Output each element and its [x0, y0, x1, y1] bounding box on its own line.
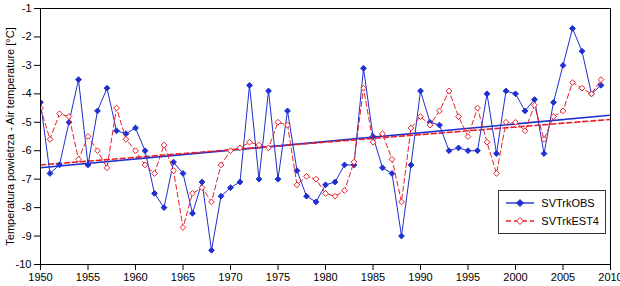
- svg-text:2010: 2010: [598, 271, 620, 283]
- svg-text:1970: 1970: [218, 271, 242, 283]
- svg-text:-7: -7: [22, 173, 32, 185]
- svg-text:1985: 1985: [361, 271, 385, 283]
- svg-text:1965: 1965: [171, 271, 195, 283]
- svg-text:-9: -9: [22, 230, 32, 242]
- svg-text:-2: -2: [22, 30, 32, 42]
- html-text:SVTrkOBS: SVTrkOBS: [541, 197, 595, 209]
- svg-text:-1: -1: [22, 2, 32, 14]
- svg-text:-5: -5: [22, 116, 32, 128]
- svg-text:1960: 1960: [123, 271, 147, 283]
- svg-text:1975: 1975: [266, 271, 290, 283]
- html-text:SVTrkEST4: SVTrkEST4: [541, 215, 599, 227]
- svg-text:1950: 1950: [28, 271, 52, 283]
- svg-text:-4: -4: [22, 87, 32, 99]
- svg-text:1980: 1980: [313, 271, 337, 283]
- svg-text:1955: 1955: [76, 271, 100, 283]
- svg-text:2000: 2000: [503, 271, 527, 283]
- svg-text:Temperatura powietrza - Air te: Temperatura powietrza - Air temperature …: [4, 27, 16, 245]
- svg-text:-3: -3: [22, 59, 32, 71]
- svg-text:1995: 1995: [456, 271, 480, 283]
- svg-text:-10: -10: [16, 258, 32, 270]
- svg-text:2005: 2005: [551, 271, 575, 283]
- svg-text:1990: 1990: [408, 271, 432, 283]
- svg-text:-8: -8: [22, 201, 32, 213]
- svg-text:-6: -6: [22, 144, 32, 156]
